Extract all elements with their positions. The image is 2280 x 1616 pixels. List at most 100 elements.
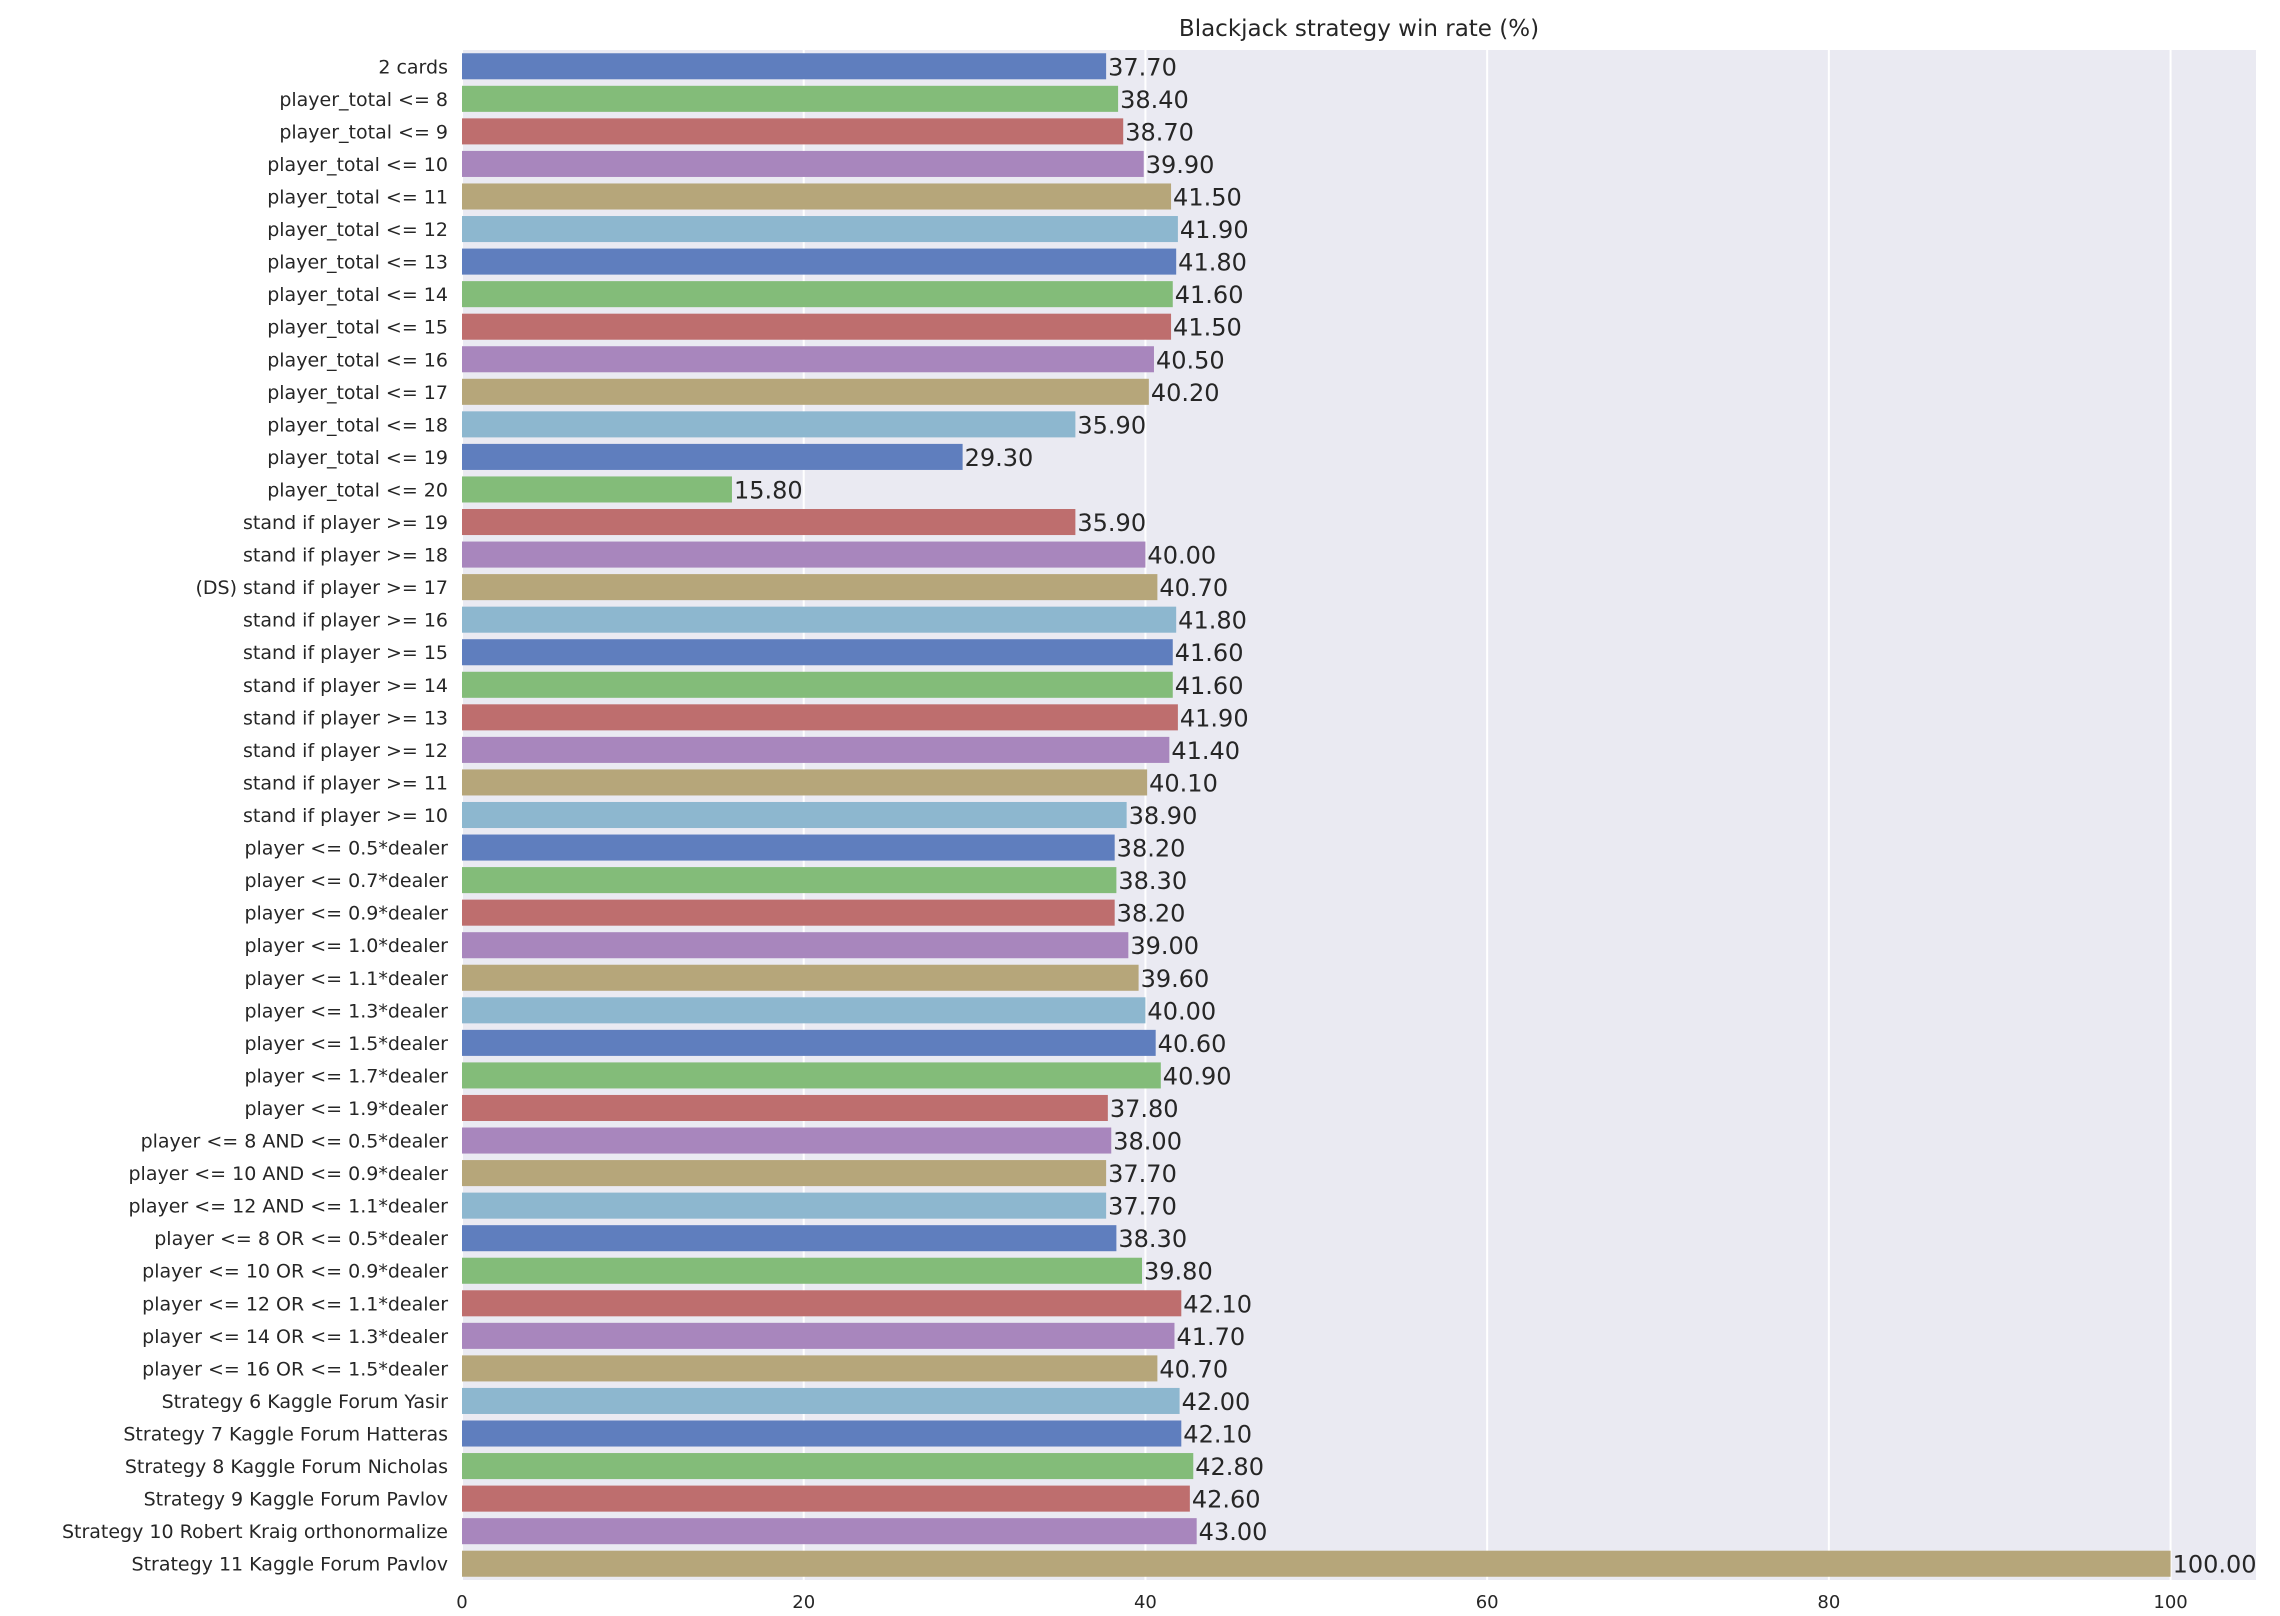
value-labels: 37.70 38.40 38.70 39.90 41.50 41.90 41.80 41.60… bbox=[734, 53, 2257, 1578]
data-label: 38.00 bbox=[1113, 1128, 1182, 1156]
category-label: stand if player >= 16 bbox=[243, 610, 448, 632]
category-label: stand if player >= 14 bbox=[243, 675, 448, 697]
bar bbox=[462, 313, 1172, 340]
bar bbox=[462, 1062, 1161, 1089]
category-label: stand if player >= 12 bbox=[243, 740, 448, 762]
data-label: 41.60 bbox=[1175, 639, 1244, 667]
category-label: player <= 12 AND <= 1.1*dealer bbox=[128, 1196, 448, 1218]
category-label: player_total <= 13 bbox=[267, 252, 448, 274]
category-label: player <= 8 AND <= 0.5*dealer bbox=[141, 1131, 449, 1153]
category-label: 2 cards bbox=[378, 56, 448, 78]
data-label: 40.90 bbox=[1163, 1062, 1232, 1090]
data-label: 39.60 bbox=[1141, 965, 1210, 993]
bar bbox=[462, 704, 1178, 731]
category-label: player <= 0.9*dealer bbox=[244, 903, 448, 925]
category-labels: 2 cards player_total <= 8 player_total <= … bbox=[62, 56, 448, 1575]
bar bbox=[462, 997, 1146, 1024]
x-tick-label: 40 bbox=[1134, 1592, 1157, 1613]
data-label: 37.70 bbox=[1108, 1160, 1177, 1188]
data-label: 41.80 bbox=[1178, 607, 1247, 635]
data-label: 41.60 bbox=[1175, 281, 1244, 309]
category-label: player_total <= 10 bbox=[267, 154, 448, 176]
bar bbox=[462, 248, 1177, 275]
data-label: 40.00 bbox=[1147, 542, 1216, 570]
category-label: player <= 1.0*dealer bbox=[244, 935, 448, 957]
category-label: (DS) stand if player >= 17 bbox=[195, 577, 448, 599]
data-label: 41.50 bbox=[1173, 314, 1242, 342]
bar bbox=[462, 411, 1076, 438]
bar bbox=[462, 150, 1144, 177]
category-label: player <= 1.1*dealer bbox=[244, 968, 448, 990]
bar bbox=[462, 281, 1173, 308]
x-tick-label: 100 bbox=[2153, 1592, 2187, 1613]
category-label: player_total <= 20 bbox=[267, 479, 448, 501]
data-label: 38.70 bbox=[1125, 118, 1194, 146]
bar bbox=[462, 1387, 1180, 1414]
data-label: 40.50 bbox=[1156, 346, 1225, 374]
bar bbox=[462, 1225, 1117, 1252]
category-label: player <= 0.5*dealer bbox=[244, 838, 448, 860]
bar bbox=[462, 509, 1076, 536]
data-label: 42.10 bbox=[1183, 1421, 1252, 1449]
category-label: Strategy 7 Kaggle Forum Hatteras bbox=[123, 1424, 448, 1446]
bar bbox=[462, 769, 1148, 796]
data-label: 38.30 bbox=[1118, 1225, 1187, 1253]
data-label: 40.70 bbox=[1159, 574, 1228, 602]
category-label: player <= 1.7*dealer bbox=[244, 1065, 448, 1087]
category-label: player_total <= 18 bbox=[267, 414, 448, 436]
bar bbox=[462, 1094, 1108, 1121]
category-label: player_total <= 17 bbox=[267, 382, 448, 404]
bar bbox=[462, 1518, 1197, 1545]
bar bbox=[462, 736, 1170, 763]
data-label: 15.80 bbox=[734, 476, 803, 504]
bar bbox=[462, 53, 1107, 80]
data-label: 40.60 bbox=[1158, 1030, 1227, 1058]
category-label: stand if player >= 13 bbox=[243, 707, 448, 729]
bar bbox=[462, 671, 1173, 698]
data-label: 41.70 bbox=[1176, 1323, 1245, 1351]
data-label: 42.10 bbox=[1183, 1290, 1252, 1318]
category-label: player <= 8 OR <= 0.5*dealer bbox=[154, 1228, 448, 1250]
bar bbox=[462, 867, 1117, 894]
x-axis-ticks: 0 20 40 60 80 100 bbox=[456, 1592, 2187, 1613]
category-label: Strategy 10 Robert Kraig orthonormalize bbox=[62, 1521, 448, 1543]
category-label: player <= 14 OR <= 1.3*dealer bbox=[142, 1326, 448, 1348]
category-label: player <= 1.5*dealer bbox=[244, 1033, 448, 1055]
data-label: 41.90 bbox=[1180, 216, 1249, 244]
bar bbox=[462, 834, 1115, 861]
bar bbox=[462, 801, 1127, 829]
bar bbox=[462, 346, 1154, 373]
data-label: 41.60 bbox=[1175, 672, 1244, 700]
data-label: 41.50 bbox=[1173, 183, 1242, 211]
data-label: 39.90 bbox=[1146, 151, 1215, 179]
category-label: player_total <= 12 bbox=[267, 219, 448, 241]
data-label: 40.00 bbox=[1147, 997, 1216, 1025]
data-label: 38.40 bbox=[1120, 86, 1189, 114]
category-label: player <= 10 OR <= 0.9*dealer bbox=[142, 1261, 448, 1283]
data-label: 42.00 bbox=[1182, 1388, 1251, 1416]
data-label: 38.30 bbox=[1118, 867, 1187, 895]
bar bbox=[462, 183, 1172, 210]
bar bbox=[462, 1550, 2171, 1577]
category-label: player <= 10 AND <= 0.9*dealer bbox=[128, 1163, 448, 1185]
category-label: stand if player >= 10 bbox=[243, 805, 448, 827]
bar bbox=[462, 899, 1115, 926]
bar bbox=[462, 476, 732, 503]
data-label: 43.00 bbox=[1199, 1518, 1268, 1546]
category-label: player_total <= 14 bbox=[267, 284, 448, 306]
data-label: 100.00 bbox=[2173, 1551, 2257, 1579]
category-label: player_total <= 15 bbox=[267, 317, 448, 339]
x-tick-label: 20 bbox=[792, 1592, 815, 1613]
data-label: 41.90 bbox=[1180, 704, 1249, 732]
data-label: 42.60 bbox=[1192, 1486, 1261, 1514]
data-label: 38.90 bbox=[1129, 802, 1198, 830]
category-label: stand if player >= 11 bbox=[243, 772, 448, 794]
bar bbox=[462, 378, 1149, 405]
bar bbox=[462, 932, 1129, 959]
bar bbox=[462, 1160, 1107, 1187]
category-label: Strategy 6 Kaggle Forum Yasir bbox=[162, 1391, 449, 1413]
bar bbox=[462, 1257, 1143, 1284]
bar bbox=[462, 606, 1177, 633]
category-label: stand if player >= 19 bbox=[243, 512, 448, 534]
